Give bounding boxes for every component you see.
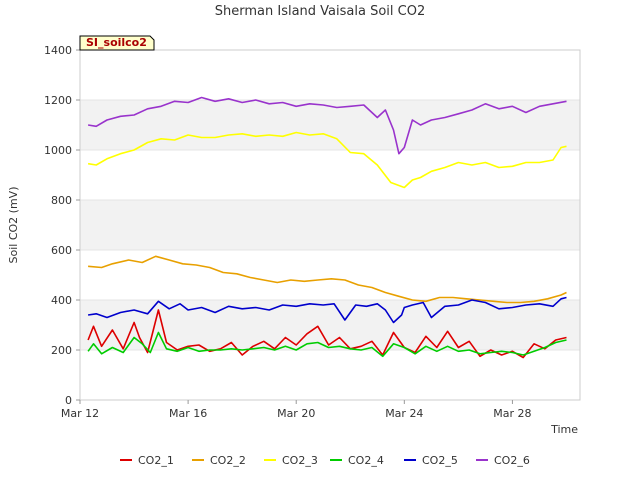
x-axis-label: Time	[550, 423, 578, 436]
plot-area	[79, 49, 581, 401]
y-tick-label: 800	[51, 194, 72, 207]
legend-label: CO2_5	[422, 454, 458, 467]
legend-label: CO2_3	[282, 454, 318, 467]
series-line-co2-6	[87, 96, 567, 155]
series-line-co2-2	[88, 255, 567, 304]
y-tick-label: 200	[51, 344, 72, 357]
legend-item-co2-4: CO2_4	[330, 454, 384, 467]
plot-border	[79, 49, 581, 401]
y-tick-label: 600	[51, 244, 72, 257]
grid-bands	[80, 100, 580, 350]
series-lines	[87, 96, 567, 359]
x-tick-label: Mar 24	[385, 407, 423, 420]
y-axis-label: Soil CO2 (mV)	[7, 187, 20, 264]
legend-label: CO2_6	[494, 454, 530, 467]
series-line-co2-5	[87, 296, 567, 324]
y-tick-label: 0	[65, 394, 72, 407]
x-tick-label: Mar 20	[277, 407, 315, 420]
y-tick-label: 1200	[44, 94, 72, 107]
legend-item-co2-5: CO2_5	[404, 454, 458, 467]
legend-item-co2-1: CO2_1	[120, 454, 174, 467]
legend-label: CO2_4	[348, 454, 384, 467]
x-tick-label: Mar 28	[493, 407, 531, 420]
x-tick-label: Mar 12	[61, 407, 99, 420]
legend-item-co2-6: CO2_6	[476, 454, 530, 467]
series-line-co2-3	[87, 131, 567, 189]
legend-label: CO2_2	[210, 454, 246, 467]
site-label-text: SI_soilco2	[86, 36, 147, 49]
x-axis: Mar 12 Mar 16 Mar 20 Mar 24 Mar 28	[61, 400, 532, 420]
legend: CO2_1 CO2_2 CO2_3 CO2_4 CO2_5 CO2_6	[120, 454, 530, 467]
site-label-shape	[79, 35, 155, 51]
y-axis: 0 200 400 600 800 1000 1200 1400	[44, 44, 80, 407]
x-tick-label: Mar 16	[169, 407, 207, 420]
grid-band	[80, 200, 580, 250]
y-tick-label: 1000	[44, 144, 72, 157]
series-line-co2-1	[87, 309, 567, 359]
y-tick-label: 400	[51, 294, 72, 307]
legend-label: CO2_1	[138, 454, 174, 467]
legend-item-co2-3: CO2_3	[264, 454, 318, 467]
series-line-co2-4	[87, 331, 567, 358]
site-label-box: SI_soilco2	[79, 35, 155, 51]
legend-item-co2-2: CO2_2	[192, 454, 246, 467]
chart-title: Sherman Island Vaisala Soil CO2	[215, 4, 425, 19]
y-tick-label: 1400	[44, 44, 72, 57]
